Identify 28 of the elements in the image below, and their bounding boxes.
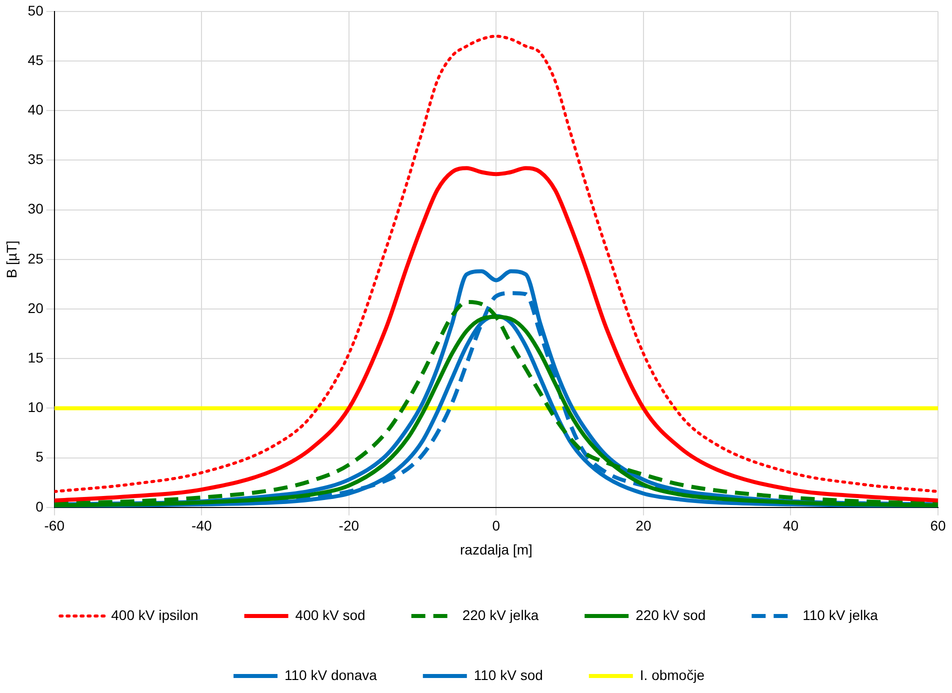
x-tick-label: 60	[930, 518, 946, 534]
x-tick-label: -20	[338, 518, 360, 534]
y-axis-title: B [µT]	[3, 240, 20, 278]
legend-label: 110 kV jelka	[802, 606, 878, 623]
y-tick-label: 50	[28, 2, 44, 18]
x-tick-label: 0	[492, 518, 500, 534]
x-tick-label: -40	[192, 518, 212, 534]
y-tick-label: 15	[28, 349, 44, 366]
legend-label: I. območje	[640, 666, 705, 683]
y-tick-label: 40	[28, 101, 44, 118]
legend-label: 400 kV sod	[295, 606, 366, 623]
legend-label: 220 kV jelka	[462, 606, 539, 623]
x-tick-label: 20	[636, 518, 652, 534]
legend-label: 220 kV sod	[636, 606, 706, 623]
y-tick-label: 10	[28, 399, 44, 416]
legend-label: 110 kV donava	[284, 666, 378, 683]
y-tick-label: 20	[28, 300, 44, 316]
x-axis-title: razdalja [m]	[460, 541, 532, 558]
legend-label: 400 kV ipsilon	[111, 606, 198, 623]
y-tick-label: 45	[28, 52, 44, 68]
x-tick-label: 40	[782, 518, 799, 534]
y-tick-label: 25	[28, 250, 44, 266]
y-tick-label: 5	[36, 448, 44, 465]
y-tick-label: 35	[28, 151, 44, 168]
y-tick-label: 0	[36, 498, 44, 514]
x-tick-label: -60	[44, 518, 65, 534]
legend-label: 110 kV sod	[474, 666, 543, 683]
y-tick-label: 30	[28, 200, 44, 217]
